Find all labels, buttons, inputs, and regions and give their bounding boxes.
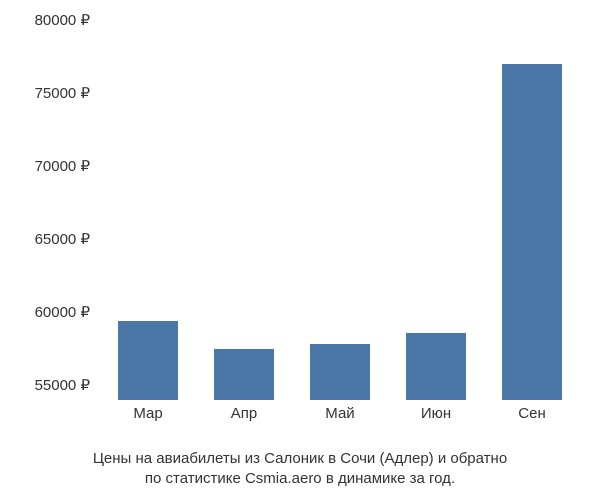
x-tick-label: Май <box>325 405 354 422</box>
caption-line-2: по статистике Csmia.aero в динамике за г… <box>145 470 455 487</box>
bar <box>406 333 466 400</box>
x-axis: Мар Апр Май Июн Сен <box>100 405 580 430</box>
y-tick-label: 75000 ₽ <box>35 84 90 102</box>
x-tick-label: Июн <box>421 405 451 422</box>
x-tick-label: Сен <box>518 405 545 422</box>
bar <box>502 64 562 400</box>
caption-line-1: Цены на авиабилеты из Салоник в Сочи (Ад… <box>93 450 507 467</box>
bar <box>310 344 370 400</box>
y-tick-label: 60000 ₽ <box>35 303 90 321</box>
y-tick-label: 80000 ₽ <box>35 11 90 29</box>
plot-area <box>100 20 580 400</box>
x-tick-label: Мар <box>133 405 162 422</box>
y-axis: 55000 ₽60000 ₽65000 ₽70000 ₽75000 ₽80000… <box>10 15 95 405</box>
bar <box>118 321 178 400</box>
x-tick-label: Апр <box>231 405 257 422</box>
bar <box>214 349 274 400</box>
chart-container: 55000 ₽60000 ₽65000 ₽70000 ₽75000 ₽80000… <box>10 15 590 435</box>
y-tick-label: 55000 ₽ <box>35 376 90 394</box>
y-tick-label: 70000 ₽ <box>35 157 90 175</box>
chart-caption: Цены на авиабилеты из Салоник в Сочи (Ад… <box>0 449 600 488</box>
y-tick-label: 65000 ₽ <box>35 230 90 248</box>
